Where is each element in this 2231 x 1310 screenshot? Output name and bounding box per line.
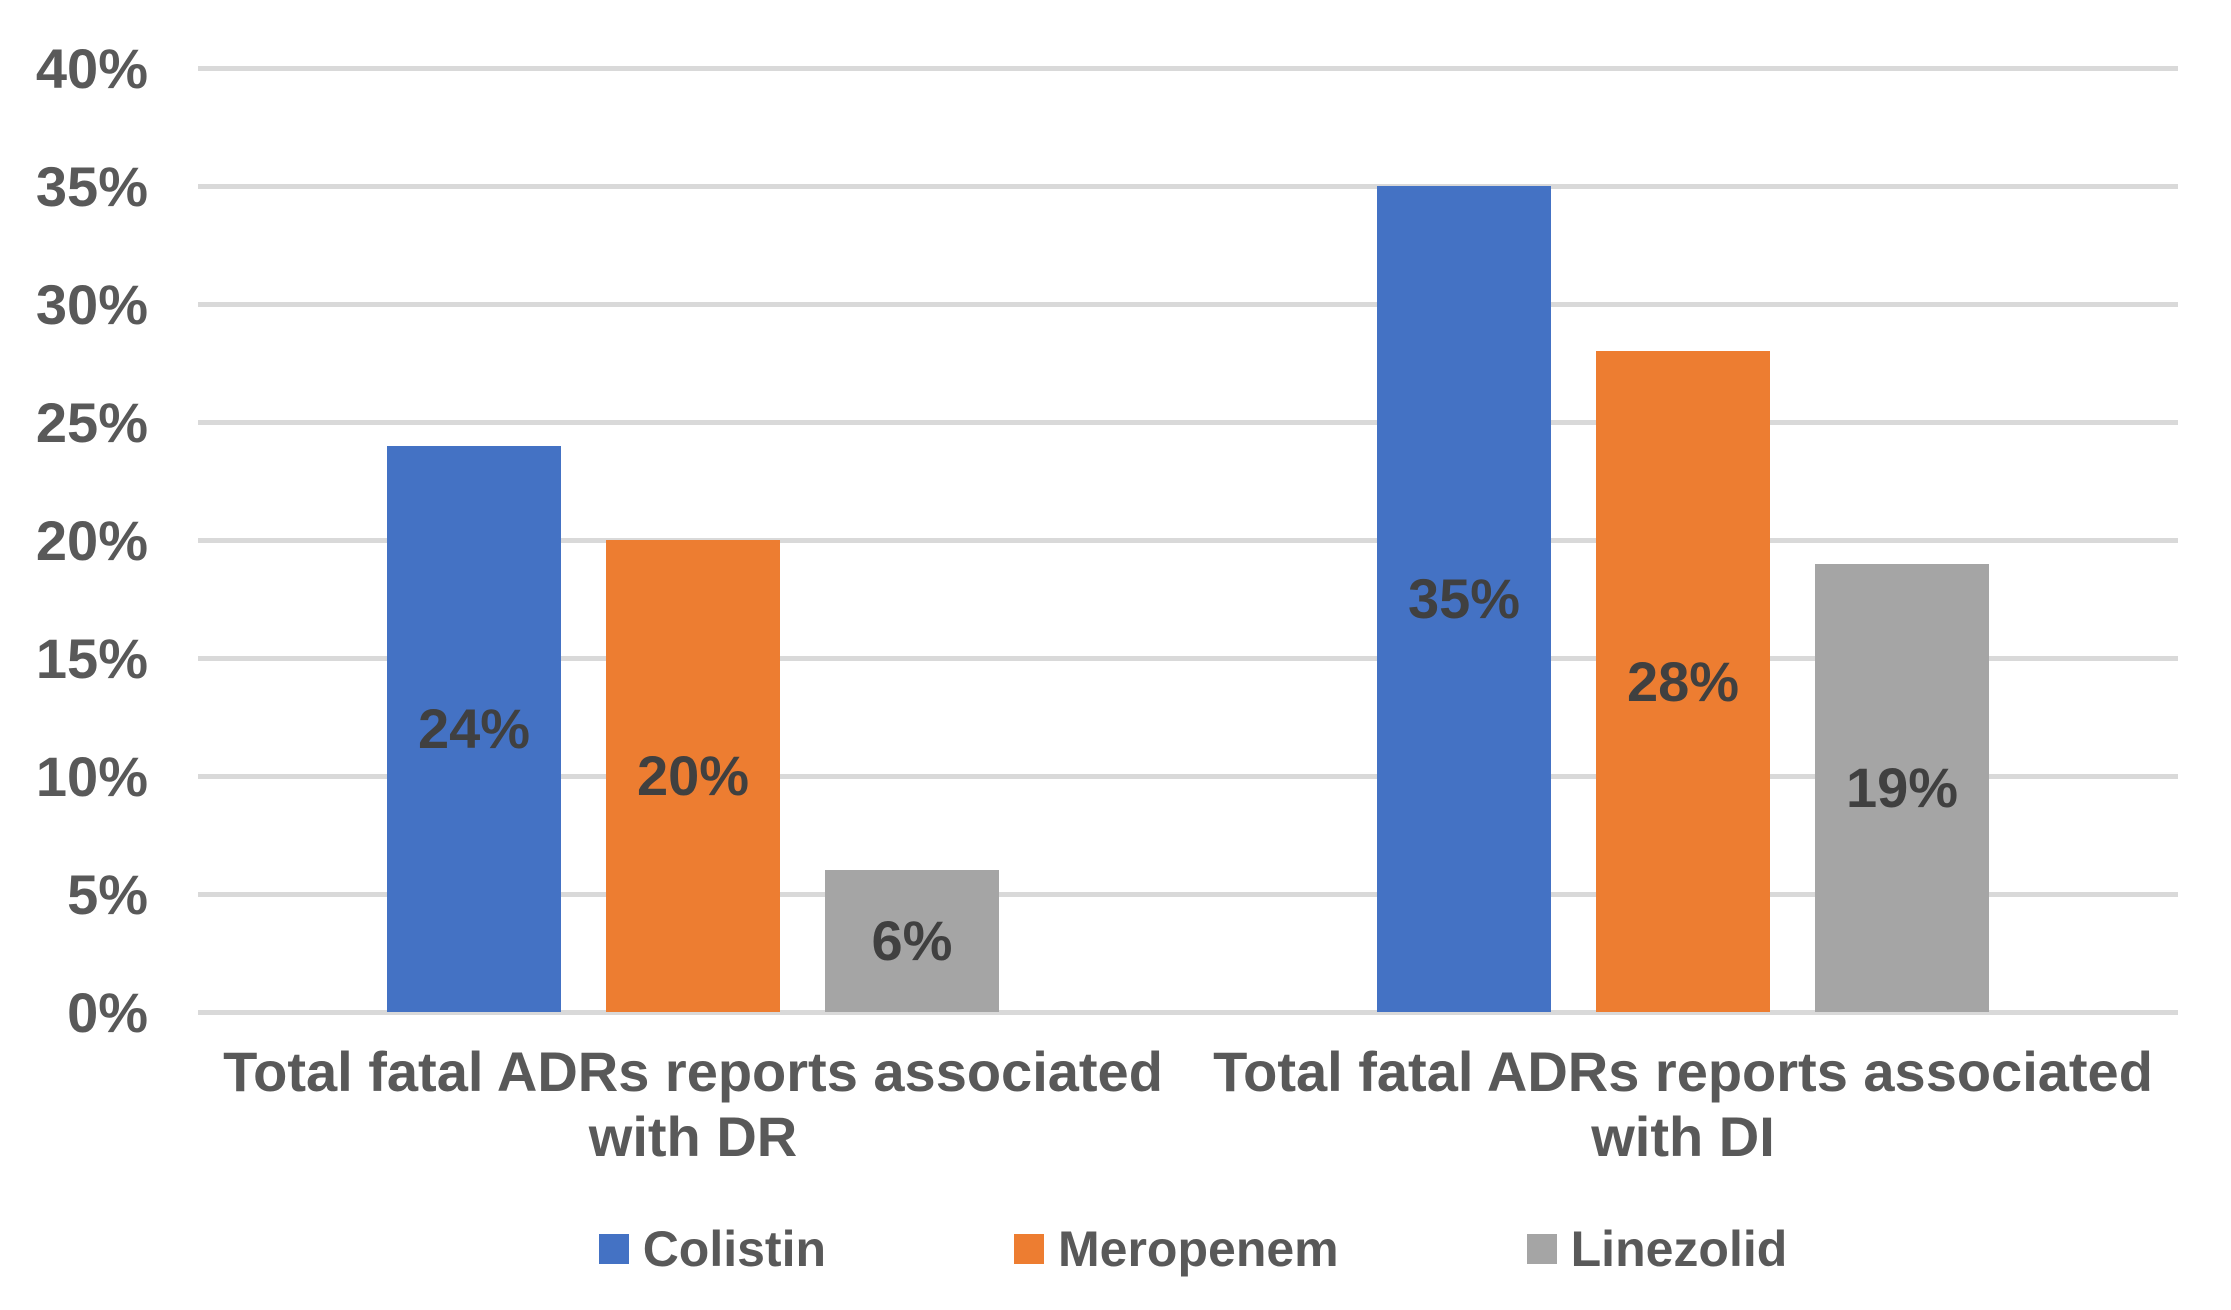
legend-label: Linezolid — [1570, 1221, 1788, 1277]
bar-meropenem-group1: 20% — [606, 540, 780, 1012]
y-axis-tick-label: 35% — [35, 155, 148, 218]
bar-data-label: 24% — [417, 696, 531, 760]
legend-item-colistin: Colistin — [598, 1221, 827, 1277]
category-label-line: with DI — [1591, 1104, 1775, 1168]
legend-item-linezolid: Linezolid — [1526, 1221, 1788, 1277]
category-label-line: Total fatal ADRs reports associated — [1213, 1040, 2153, 1103]
y-axis-tick-label: 40% — [35, 37, 148, 100]
legend-label: Colistin — [642, 1221, 827, 1277]
gridline-25 — [198, 420, 2178, 425]
bar-colistin-group1: 24% — [387, 445, 561, 1012]
legend-item-meropenem: Meropenem — [1014, 1224, 1339, 1274]
y-axis-tick-label: 5% — [67, 863, 148, 926]
y-axis-tick-label: 25% — [35, 391, 148, 454]
gridline-20 — [198, 538, 2178, 543]
category-label-line: Total fatal ADRs reports associated — [223, 1040, 1163, 1103]
legend-label: Meropenem — [1058, 1221, 1339, 1277]
bar-meropenem-group2: 28% — [1596, 351, 1770, 1012]
bar-colistin-group2: 35% — [1377, 186, 1551, 1012]
gridline-0 — [198, 1010, 2178, 1015]
y-axis-tick-label: 10% — [35, 745, 148, 808]
legend: Colistin Meropenem Linezolid — [0, 1224, 2231, 1274]
bar-data-label: 20% — [636, 744, 750, 807]
bar-linezolid-group2: 19% — [1815, 563, 1989, 1012]
gridline-10 — [198, 774, 2178, 779]
y-axis-tick-label: 30% — [35, 273, 148, 336]
y-axis-tick-label: 20% — [35, 509, 148, 572]
y-axis-tick-label: 0% — [67, 981, 148, 1044]
gridline-15 — [198, 656, 2178, 661]
bar-data-label: 19% — [1845, 755, 1959, 819]
bar-linezolid-group1: 6% — [825, 870, 999, 1012]
category-label-group1: Total fatal ADRs reports associated with … — [143, 1040, 1243, 1170]
legend-swatch-icon — [1526, 1234, 1557, 1264]
category-label-line: with DR — [588, 1104, 798, 1168]
gridline-5 — [198, 892, 2178, 897]
legend-swatch-icon — [598, 1234, 629, 1264]
gridline-40 — [198, 66, 2178, 71]
y-axis-tick-label: 15% — [35, 627, 148, 690]
category-label-group2: Total fatal ADRs reports associated with … — [1133, 1040, 2231, 1170]
gridline-30 — [198, 302, 2178, 307]
bar-data-label: 6% — [871, 909, 953, 973]
legend-swatch-icon — [1014, 1234, 1045, 1264]
gridline-35 — [198, 184, 2178, 189]
bar-data-label: 35% — [1407, 567, 1521, 630]
bar-data-label: 28% — [1626, 649, 1740, 713]
